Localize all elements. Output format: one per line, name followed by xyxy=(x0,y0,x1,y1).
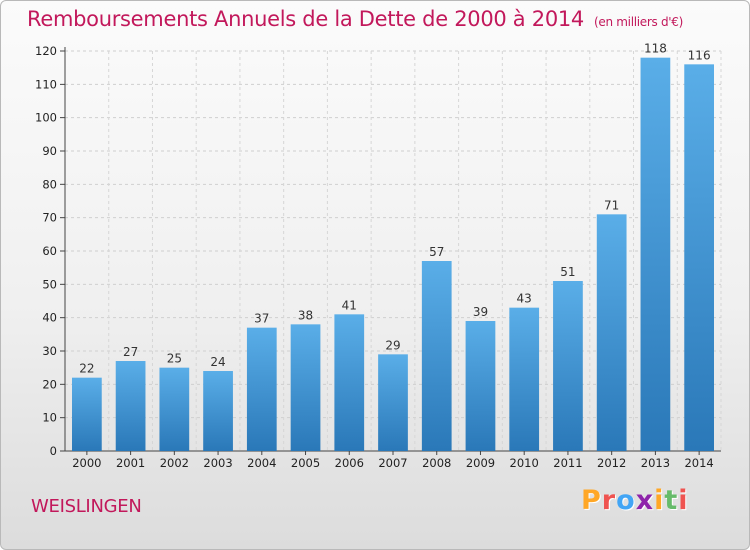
y-tick-label: 30 xyxy=(42,344,57,358)
logo-letter: t xyxy=(664,485,679,516)
x-tick-label: 2008 xyxy=(422,456,451,470)
data-label-2002: 25 xyxy=(167,352,182,366)
logo-letter: i xyxy=(654,485,665,516)
data-label-2009: 39 xyxy=(473,305,488,319)
bar-2002 xyxy=(159,367,190,451)
bar-2012 xyxy=(596,214,627,451)
x-tick-label: 2003 xyxy=(203,456,232,470)
y-tick-label: 100 xyxy=(35,111,57,125)
bars xyxy=(71,57,715,452)
data-label-2010: 43 xyxy=(517,292,532,306)
x-tick-label: 2000 xyxy=(72,456,101,470)
data-label-2000: 22 xyxy=(79,362,94,376)
bar-2000 xyxy=(71,377,102,451)
y-tick-label: 60 xyxy=(42,244,57,258)
proxiti-logo: Proxiti xyxy=(581,485,689,516)
bar-2009 xyxy=(465,321,496,451)
commune-name: WEISLINGEN xyxy=(31,496,142,517)
bar-2013 xyxy=(640,57,671,452)
y-tick-label: 20 xyxy=(42,377,57,391)
bar-2007 xyxy=(378,354,408,451)
bar-2008 xyxy=(421,261,452,451)
data-label-2007: 29 xyxy=(385,338,400,352)
bar-2001 xyxy=(115,361,146,451)
x-tick-label: 2007 xyxy=(378,456,407,470)
y-tick-label: 10 xyxy=(42,411,57,425)
bar-2014 xyxy=(684,64,715,452)
y-tick-label: 90 xyxy=(42,144,57,158)
chart-title-text: Remboursements Annuels de la Dette de 20… xyxy=(27,7,584,31)
logo-letter: P xyxy=(581,485,602,516)
y-tick-label: 110 xyxy=(35,77,57,91)
y-tick-label: 0 xyxy=(50,444,57,458)
x-tick-label: 2009 xyxy=(466,456,495,470)
data-label-2006: 41 xyxy=(342,298,357,312)
data-label-2014: 116 xyxy=(688,48,711,62)
bar-2006 xyxy=(334,314,365,451)
x-tick-label: 2001 xyxy=(116,456,145,470)
logo-letter: x xyxy=(635,485,655,516)
data-label-2011: 51 xyxy=(560,265,575,279)
chart-subtitle: (en milliers d'€) xyxy=(594,15,684,29)
y-tick-label: 80 xyxy=(42,177,57,191)
x-tick-label: 2014 xyxy=(684,456,713,470)
data-label-2013: 118 xyxy=(644,42,667,56)
bar-2010 xyxy=(509,307,540,451)
y-tick-label: 40 xyxy=(42,311,57,325)
x-tick-label: 2006 xyxy=(335,456,364,470)
x-tick-label: 2005 xyxy=(291,456,320,470)
data-label-2001: 27 xyxy=(123,345,138,359)
logo-letter: r xyxy=(601,485,617,516)
y-tick-label: 70 xyxy=(42,211,57,225)
x-tick-label: 2004 xyxy=(247,456,276,470)
x-tick-label: 2011 xyxy=(553,456,582,470)
bar-2011 xyxy=(553,281,583,451)
x-tick-label: 2010 xyxy=(510,456,539,470)
x-tick-label: 2013 xyxy=(641,456,670,470)
data-label-2012: 71 xyxy=(604,198,619,212)
data-labels: 22 27 25 24 37 38 41 29 57 39 43 51 71 118 116 xyxy=(79,42,710,376)
y-tick-label: 50 xyxy=(42,277,57,291)
data-label-2003: 24 xyxy=(210,355,225,369)
data-label-2004: 37 xyxy=(254,312,269,326)
logo-letter: o xyxy=(616,485,636,516)
bar-2003 xyxy=(203,371,233,451)
chart-title: Remboursements Annuels de la Dette de 20… xyxy=(27,7,683,31)
data-label-2008: 57 xyxy=(429,245,444,259)
data-label-2005: 38 xyxy=(298,308,313,322)
bar-2004 xyxy=(246,327,277,451)
x-tick-label: 2012 xyxy=(597,456,626,470)
x-tick-label: 2002 xyxy=(160,456,189,470)
logo-letter: i xyxy=(678,485,689,516)
y-tick-label: 120 xyxy=(35,44,57,58)
bar-2005 xyxy=(290,324,321,451)
